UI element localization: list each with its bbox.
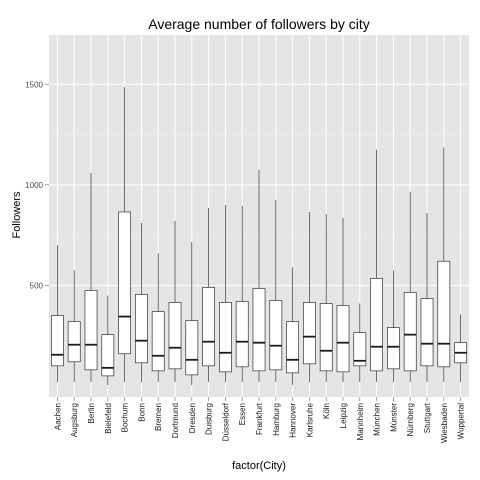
- x-tick-label: Berlin: [87, 403, 96, 423]
- x-tick-label: Wiesbaden: [440, 403, 449, 443]
- box-nürnberg: [403, 191, 417, 382]
- box-body: [437, 260, 451, 368]
- y-axis: 500 1000 1500: [25, 80, 49, 290]
- x-tick-label: Düsseldorf: [221, 402, 230, 441]
- x-tick-label: Bonn: [137, 403, 146, 422]
- chart-title: Average number of followers by city: [148, 16, 370, 32]
- x-tick-label: Münster: [389, 403, 398, 432]
- x-tick-label: Mannheim: [356, 403, 365, 441]
- box-augsburg: [67, 270, 81, 382]
- y-axis-title: Followers: [11, 191, 23, 239]
- box-body: [51, 315, 64, 367]
- box-mannheim: [353, 303, 367, 382]
- box-body: [370, 277, 383, 372]
- box-wuppertal: [454, 314, 467, 382]
- x-tick-label: Leipzig: [339, 403, 348, 428]
- box-body: [235, 301, 249, 368]
- x-tick-label: Duisburg: [205, 403, 214, 435]
- box-bochum: [118, 87, 131, 382]
- box-karlsruhe: [303, 211, 316, 382]
- box-body: [84, 290, 98, 371]
- box-hannover: [286, 267, 299, 385]
- y-tick-label: 1000: [25, 181, 43, 190]
- box-body: [269, 300, 283, 371]
- box-body: [336, 305, 350, 373]
- x-tick-label: Bielefeld: [104, 403, 113, 434]
- box-body: [151, 311, 165, 372]
- x-tick-label: Frankfurt: [255, 402, 264, 435]
- x-tick-label: Dortmund: [171, 403, 180, 438]
- x-tick-label: Dresden: [188, 403, 197, 433]
- box-body: [353, 332, 367, 367]
- box-body: [202, 287, 215, 367]
- box-body: [67, 321, 81, 363]
- x-tick-label: München: [373, 403, 382, 436]
- box-düsseldorf: [219, 204, 232, 382]
- box-body: [219, 302, 232, 373]
- x-tick-label: Nürnberg: [406, 403, 415, 436]
- box-frankfurt: [252, 169, 266, 382]
- box-hamburg: [269, 199, 283, 382]
- box-köln: [319, 213, 333, 382]
- box-body: [135, 294, 148, 364]
- box-body: [303, 302, 316, 365]
- box-body: [101, 334, 115, 377]
- box-bielefeld: [101, 295, 115, 385]
- box-berlin: [84, 172, 98, 382]
- y-tick-label: 500: [30, 281, 44, 290]
- box-body: [168, 302, 182, 370]
- boxes-layer: [51, 87, 467, 385]
- box-body: [118, 211, 131, 355]
- box-wiesbaden: [437, 147, 451, 382]
- box-body: [252, 288, 266, 372]
- x-tick-label: Bremen: [154, 403, 163, 431]
- x-tick-label: Bochum: [121, 403, 130, 433]
- x-tick-label: Karlsruhe: [305, 402, 314, 437]
- box-body: [420, 298, 434, 367]
- x-tick-label: Augsburg: [70, 403, 79, 437]
- box-duisburg: [202, 207, 215, 382]
- x-tick-label: Hannover: [289, 403, 298, 438]
- x-tick-label: Aachen: [53, 403, 62, 430]
- x-tick-label: Hamburg: [272, 403, 281, 436]
- box-stuttgart: [420, 212, 434, 382]
- box-dresden: [185, 242, 199, 385]
- x-tick-label: Wuppertal: [457, 403, 466, 440]
- box-münster: [387, 270, 400, 382]
- box-body: [319, 303, 333, 372]
- box-aachen: [51, 245, 64, 382]
- box-dortmund: [168, 221, 182, 382]
- box-bremen: [151, 253, 165, 382]
- box-leipzig: [336, 218, 350, 382]
- x-tick-label: Stuttgart: [423, 402, 432, 433]
- x-tick-label: Essen: [238, 403, 247, 425]
- x-axis-title: factor(City): [232, 460, 286, 472]
- box-body: [286, 321, 299, 374]
- box-essen: [235, 205, 249, 382]
- box-münchen: [370, 149, 383, 382]
- box-bonn: [135, 223, 148, 382]
- x-tick-label: Köln: [322, 403, 331, 419]
- box-body: [387, 327, 400, 370]
- box-body: [403, 292, 417, 372]
- y-tick-label: 1500: [25, 80, 43, 89]
- x-axis: Aachen Augsburg Berlin Bielefeld Bochum Bonn B…: [53, 397, 466, 443]
- box-body: [185, 320, 199, 376]
